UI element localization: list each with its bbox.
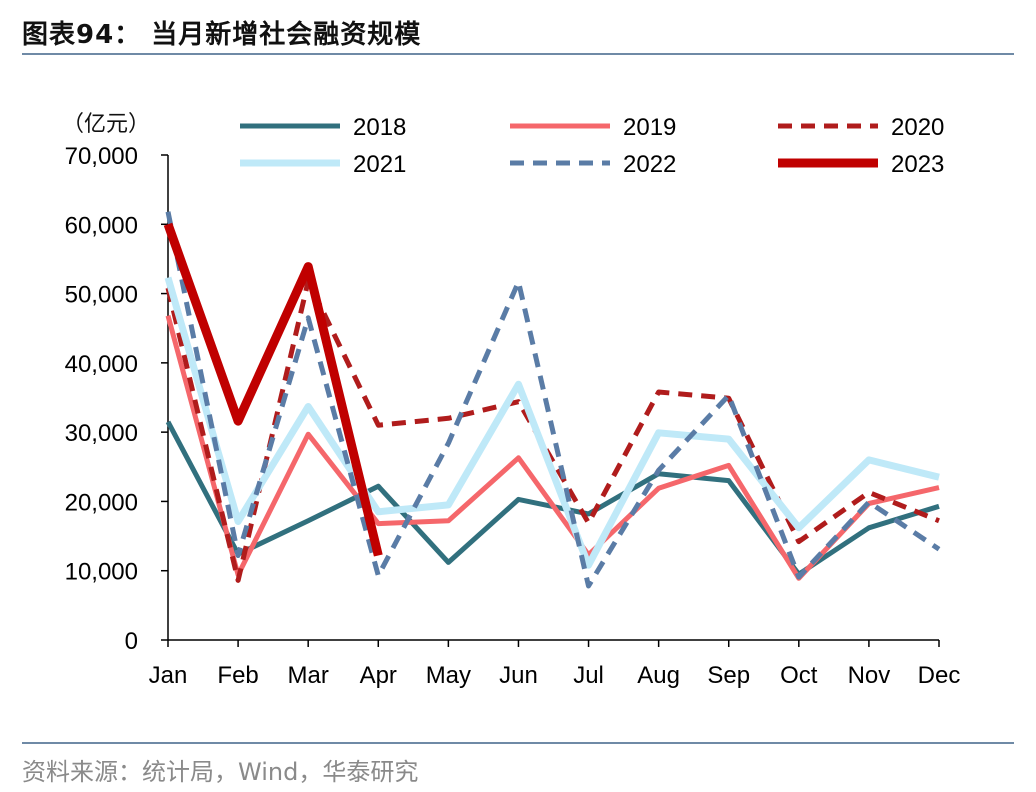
y-tick-label: 20,000 xyxy=(65,489,138,516)
y-tick-label: 30,000 xyxy=(65,420,138,447)
source-note: 资料来源：统计局，Wind，华泰研究 xyxy=(22,758,419,786)
bottom-divider xyxy=(22,742,1014,744)
legend-label-2018: 2018 xyxy=(353,114,406,141)
x-tick-label: Nov xyxy=(848,662,891,689)
x-tick-label: Jul xyxy=(573,662,604,689)
x-tick-label: Dec xyxy=(918,662,961,689)
top-divider xyxy=(22,53,1014,55)
legend-label-2020: 2020 xyxy=(891,114,944,141)
series-line-2019 xyxy=(165,315,940,581)
y-tick-label: 40,000 xyxy=(65,351,138,378)
y-unit-label: （亿元） xyxy=(62,111,150,136)
x-tick-label: Aug xyxy=(637,662,680,689)
series-line-2020 xyxy=(165,278,940,583)
y-tick-label: 10,000 xyxy=(65,559,138,586)
legend-label-2021: 2021 xyxy=(353,151,406,178)
legend-label-2019: 2019 xyxy=(623,114,676,141)
x-tick-label: Mar xyxy=(288,662,329,689)
figure-title: 图表94： 当月新增社会融资规模 xyxy=(22,20,422,50)
x-tick-label: Jan xyxy=(149,662,188,689)
x-tick-label: Apr xyxy=(360,662,397,689)
y-tick-label: 50,000 xyxy=(65,282,138,309)
x-tick-label: Jun xyxy=(499,662,538,689)
series-line-2022 xyxy=(165,211,941,589)
x-tick-label: May xyxy=(426,662,471,689)
x-tick-label: Sep xyxy=(707,662,750,689)
legend: 2018 2019 2020 2021 2022 2023 xyxy=(240,114,944,178)
legend-label-2023: 2023 xyxy=(891,151,944,178)
series-layer xyxy=(163,211,941,589)
y-tick-label: 70,000 xyxy=(65,143,138,170)
x-tick-label: Oct xyxy=(780,662,818,689)
y-tick-label: 60,000 xyxy=(65,212,138,239)
series-line-2023 xyxy=(163,222,383,557)
series-line-2021 xyxy=(164,276,940,569)
legend-label-2022: 2022 xyxy=(623,151,676,178)
x-tick-label: Feb xyxy=(217,662,258,689)
y-tick-label: 0 xyxy=(125,628,138,655)
axes: 0 10,000 20,000 30,000 40,000 50,000 60,000 70,… xyxy=(65,143,961,689)
